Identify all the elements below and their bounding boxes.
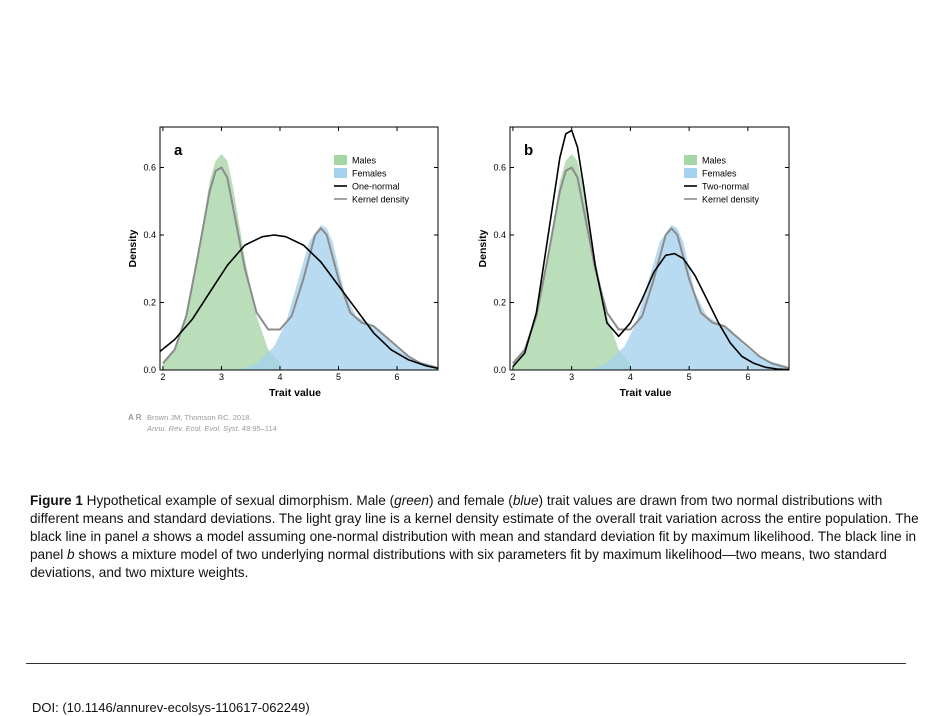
credit-pages: 49:95–114 [239, 424, 277, 433]
y-tick-label: 0.2 [143, 298, 156, 308]
figure-panels: 0.0 0.2 0.4 0.6 2 3 4 5 6 Trait value Density a Male… [127, 126, 790, 399]
legend-swatch [684, 168, 697, 178]
x-axis-label: Trait value [620, 387, 672, 399]
credit-journal: Annu. Rev. Ecol. Evol. Syst. [147, 424, 240, 433]
x-tick-label: 6 [395, 372, 400, 382]
caption-label: Figure 1 [30, 493, 83, 508]
legend-label: Kernel density [352, 195, 410, 205]
caption-text: ) trait values are drawn from two normal… [30, 493, 919, 544]
legend-swatch [334, 168, 347, 178]
legend: Males Females Two-normal Kernel density [684, 155, 760, 205]
legend-swatch [684, 155, 697, 165]
doi-text: DOI: (10.1146/annurev-ecolsys-110617-062… [32, 700, 310, 715]
divider-rule [26, 663, 906, 664]
y-tick-label: 0.2 [493, 298, 506, 308]
x-tick-label: 3 [569, 372, 574, 382]
x-axis-label: Trait value [269, 387, 321, 399]
series-area-females [239, 224, 438, 370]
y-tick-label: 0.6 [143, 163, 156, 173]
y-tick-label: 0.6 [493, 163, 506, 173]
caption-italic: blue [512, 493, 539, 508]
legend: Males Females One-normal Kernel density [334, 155, 410, 205]
plot-area [160, 154, 438, 370]
y-tick-label: 0.4 [493, 230, 506, 240]
figure-caption: Figure 1 Hypothetical example of sexual … [30, 492, 930, 582]
x-tick-label: 6 [745, 372, 750, 382]
annual-reviews-logo: A R [128, 413, 142, 422]
y-tick-label: 0.0 [493, 365, 506, 375]
legend-label: Two-normal [702, 182, 749, 192]
legend-swatch [334, 155, 347, 165]
legend-label: Females [702, 169, 737, 179]
caption-italic: b [67, 547, 75, 562]
caption-italic: green [394, 493, 429, 508]
plot-area [512, 129, 789, 370]
series-line-two-normal [512, 129, 789, 370]
legend-label: Kernel density [702, 195, 760, 205]
y-tick-label: 0.4 [143, 230, 156, 240]
caption-italic: a [141, 529, 150, 544]
x-tick-label: 5 [336, 372, 341, 382]
legend-label: One-normal [352, 182, 400, 192]
panel-label: b [524, 142, 533, 159]
y-tick-label: 0.0 [143, 365, 156, 375]
credit-authors: Brown JM, Thomson RC. 2018. [147, 413, 252, 422]
x-tick-label: 2 [160, 372, 165, 382]
caption-text: Hypothetical example of sexual dimorphis… [82, 493, 395, 508]
series-area-males [512, 154, 631, 370]
plot-frame [159, 126, 439, 371]
chart-panel-b: 0.0 0.2 0.4 0.6 2 3 4 5 6 Trait value Density b Male… [477, 126, 790, 399]
caption-text: shows a mixture model of two underlying … [30, 547, 887, 580]
legend-label: Females [352, 169, 387, 179]
x-tick-label: 5 [687, 372, 692, 382]
credit-citation: Annu. Rev. Ecol. Evol. Syst. 49:95–114 [147, 423, 277, 434]
credit-text: Brown JM, Thomson RC. 2018. Annu. Rev. E… [147, 412, 277, 434]
legend-label: Males [352, 156, 377, 166]
x-tick-label: 2 [510, 372, 515, 382]
legend-label: Males [702, 156, 727, 166]
x-tick-label: 4 [277, 372, 282, 382]
y-axis-label: Density [477, 229, 489, 267]
series-line-one-normal [160, 234, 438, 370]
y-axis-label: Density [127, 229, 139, 267]
chart-panel-a: 0.0 0.2 0.4 0.6 2 3 4 5 6 Trait value Density a Male… [127, 126, 439, 399]
caption-text: shows a model assuming one-normal distri… [30, 529, 917, 562]
series-area-males [162, 154, 280, 370]
x-tick-label: 4 [628, 372, 633, 382]
series-area-females [589, 224, 789, 370]
panel-label: a [174, 142, 183, 159]
caption-text: ) and female ( [428, 493, 513, 508]
plot-frame [509, 126, 790, 371]
x-tick-label: 3 [219, 372, 224, 382]
series-line-kernel-density [162, 166, 438, 370]
series-line-kernel-density [512, 166, 789, 370]
